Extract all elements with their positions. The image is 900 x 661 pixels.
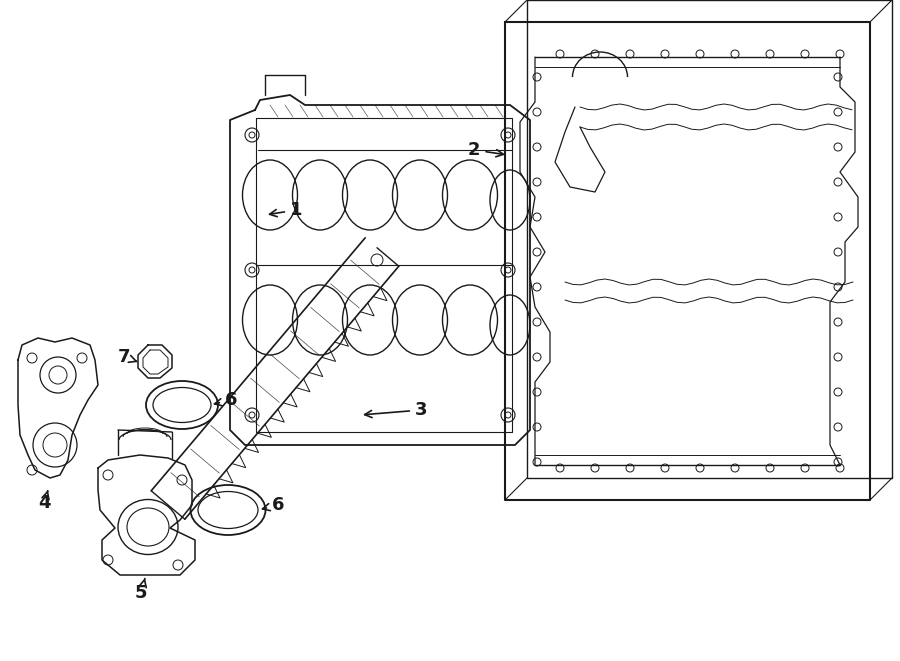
Text: 4: 4 xyxy=(38,491,50,512)
Text: 1: 1 xyxy=(270,201,302,219)
Text: 3: 3 xyxy=(364,401,427,419)
Text: 6: 6 xyxy=(214,391,238,409)
Text: 5: 5 xyxy=(135,578,148,602)
Text: 7: 7 xyxy=(118,348,137,366)
Text: 6: 6 xyxy=(263,496,284,514)
Text: 2: 2 xyxy=(468,141,503,159)
